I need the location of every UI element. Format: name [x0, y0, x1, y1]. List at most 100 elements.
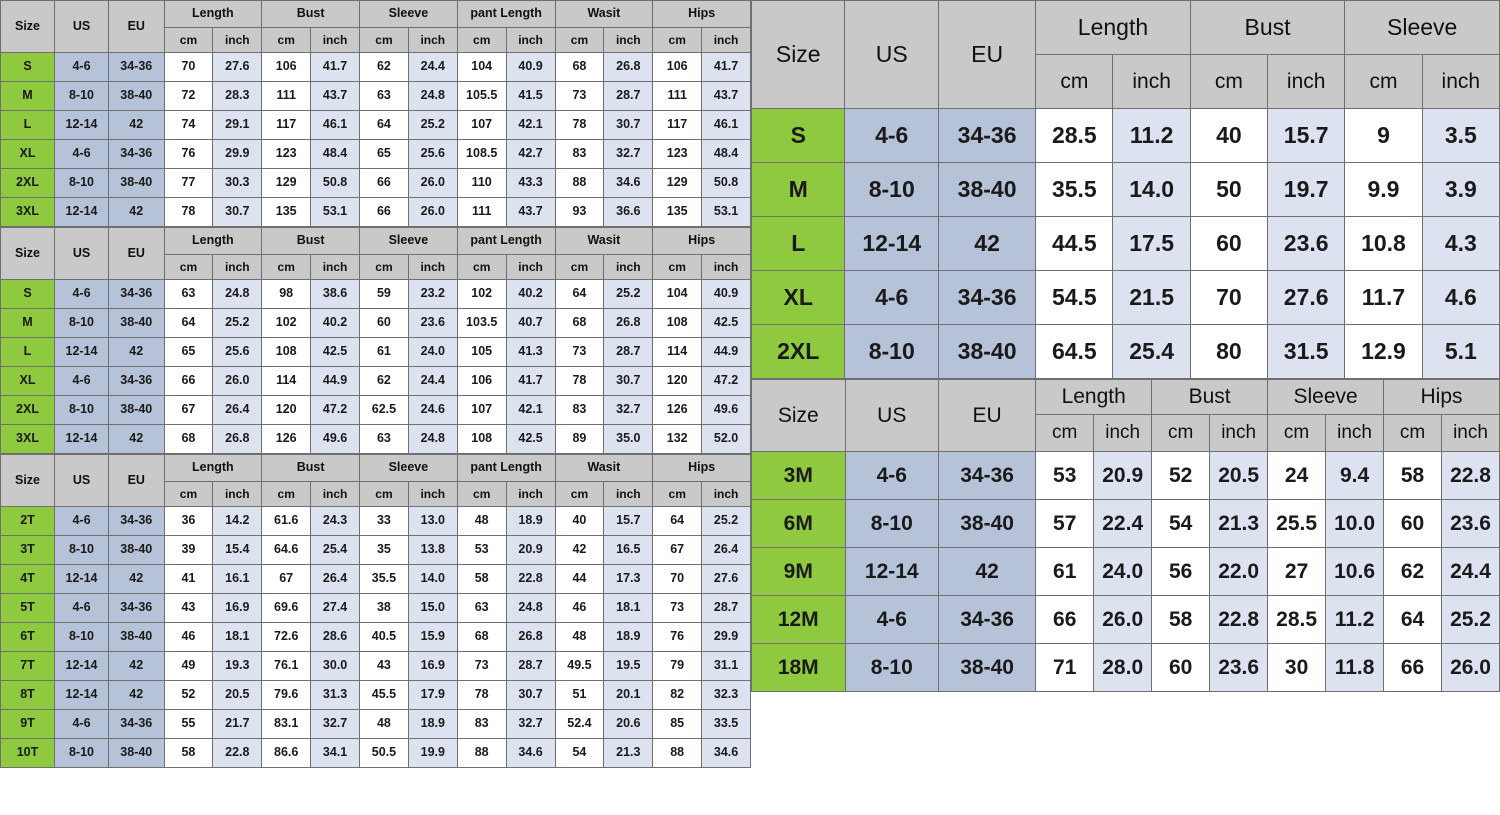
table-row: XL 4-6 34-36 76 29.9 123 48.4 65 25.6 108.5 42.7 83… [0, 139, 751, 169]
header-group-row: Size US EU Length Bust Sleeve pant Length Wasit… [0, 227, 751, 280]
cell-measure-inch-9: 28.7 [603, 81, 654, 111]
table-row: 3M 4-6 34-36 53 20.9 52 20.5 24 9.4 58 22.8 [751, 451, 1500, 500]
cell-measure-inch-3: 31.3 [310, 680, 360, 710]
right-panel: Size US EU Length Bust Sleeve cm inch cm inch cm in… [750, 0, 1500, 692]
cell-eu: 42 [937, 547, 1037, 596]
column-unit-header-6: cm [456, 254, 507, 280]
cell-measure-inch-5: 5.1 [1421, 324, 1500, 379]
column-unit-header-3: inch [1267, 54, 1346, 109]
cell-eu: 42 [108, 424, 165, 454]
table-row: 10T 8-10 38-40 58 22.8 86.6 34.1 50.5 19.9 88 34.6… [0, 738, 751, 768]
cell-measure-inch-5: 14.0 [407, 564, 458, 594]
cell-measure-inch-1: 16.9 [212, 593, 263, 623]
cell-measure-inch-11: 27.6 [701, 564, 751, 594]
cell-measure-inch-1: 29.9 [212, 139, 263, 169]
cell-measure-cm-8: 49.5 [554, 651, 605, 681]
cell-measure-inch-3: 20.5 [1209, 451, 1269, 500]
cell-measure-inch-11: 43.7 [701, 81, 751, 111]
cell-measure-inch-7: 26.0 [1441, 643, 1500, 692]
column-header-size: Size [751, 379, 846, 452]
table-row: 3XL 12-14 42 68 26.8 126 49.6 63 24.8 108 42.5 89 35… [0, 424, 751, 454]
cell-measure-cm-6: 108.5 [456, 139, 507, 169]
cell-size: S [0, 52, 55, 82]
cell-measure-cm-6: 66 [1383, 643, 1443, 692]
cell-measure-cm-8: 78 [554, 366, 605, 396]
cell-measure-inch-5: 13.8 [407, 535, 458, 565]
cell-measure-cm-8: 51 [554, 680, 605, 710]
header-unit-row: cm inch cm inch cm inch cm inch cm inch cm inch [1, 481, 751, 507]
cell-measure-inch-7: 28.7 [505, 651, 556, 681]
column-unit-header-3: inch [310, 481, 360, 507]
cell-measure-cm-2: 108 [261, 337, 312, 367]
column-unit-header-11: inch [701, 481, 751, 507]
cell-measure-inch-5: 26.0 [407, 197, 458, 227]
cell-measure-cm-8: 89 [554, 424, 605, 454]
cell-measure-inch-1: 18.1 [212, 622, 263, 652]
cell-measure-inch-7: 30.7 [505, 680, 556, 710]
cell-measure-inch-5: 13.0 [407, 506, 458, 536]
cell-measure-cm-6: 63 [456, 593, 507, 623]
cell-measure-inch-5: 24.8 [407, 424, 458, 454]
cell-measure-inch-3: 49.6 [310, 424, 360, 454]
cell-measure-cm-2: 54 [1151, 499, 1211, 548]
cell-measure-cm-0: 41 [163, 564, 214, 594]
header-unit-row: cm inch cm inch cm inch cm inch cm inch cm inch [1, 254, 751, 280]
cell-measure-inch-5: 16.9 [407, 651, 458, 681]
table-row: M 8-10 38-40 35.5 14.0 50 19.7 9.9 3.9 [750, 162, 1500, 217]
cell-measure-inch-1: 22.4 [1093, 499, 1153, 548]
column-group-header-1: Bust [1151, 379, 1269, 415]
cell-eu: 42 [108, 197, 165, 227]
table-row: 9T 4-6 34-36 55 21.7 83.1 32.7 48 18.9 83 32.7 52.4… [0, 709, 751, 739]
cell-measure-cm-2: 114 [261, 366, 312, 396]
column-unit-header-9: inch [603, 27, 654, 53]
column-group-header-4: Wasit [554, 0, 654, 28]
column-unit-header-4: cm [1344, 54, 1423, 109]
table-row: 9M 12-14 42 61 24.0 56 22.0 27 10.6 62 24.4 [751, 547, 1500, 596]
cell-size: 8T [0, 680, 55, 710]
cell-measure-cm-6: 88 [456, 738, 507, 768]
cell-measure-cm-4: 11.7 [1344, 270, 1423, 325]
column-header-size: Size [0, 454, 55, 507]
cell-measure-inch-1: 25.2 [212, 308, 263, 338]
column-group-header-2: Sleeve [359, 0, 458, 28]
column-group-header-5: Hips [652, 227, 751, 255]
cell-eu: 42 [937, 216, 1037, 271]
table-row: 7T 12-14 42 49 19.3 76.1 30.0 43 16.9 73 28.7 49.5 1… [0, 651, 751, 681]
cell-measure-cm-0: 77 [163, 168, 214, 198]
cell-us: 12-14 [54, 197, 109, 227]
table-row: 2T 4-6 34-36 36 14.2 61.6 24.3 33 13.0 48 18.9 40 15… [0, 506, 751, 536]
cell-measure-cm-8: 42 [554, 535, 605, 565]
column-group-header-2: Sleeve [359, 454, 458, 482]
cell-measure-inch-3: 44.9 [310, 366, 360, 396]
cell-measure-inch-3: 15.7 [1267, 108, 1346, 163]
column-unit-header-5: inch [1421, 54, 1500, 109]
column-unit-header-10: cm [652, 481, 703, 507]
cell-measure-cm-10: 106 [652, 52, 703, 82]
cell-measure-cm-8: 52.4 [554, 709, 605, 739]
cell-measure-inch-9: 35.0 [603, 424, 654, 454]
cell-measure-cm-6: 107 [456, 395, 507, 425]
cell-measure-inch-5: 19.9 [407, 738, 458, 768]
cell-measure-inch-3: 21.3 [1209, 499, 1269, 548]
cell-measure-cm-6: 110 [456, 168, 507, 198]
cell-eu: 34-36 [108, 709, 165, 739]
cell-size: 10T [0, 738, 55, 768]
cell-size: 18M [751, 643, 846, 692]
cell-measure-cm-10: 104 [652, 279, 703, 309]
cell-us: 8-10 [844, 324, 939, 379]
column-unit-header-1: inch [212, 481, 263, 507]
cell-measure-cm-6: 108 [456, 424, 507, 454]
column-group-header-1: Bust [1189, 0, 1346, 55]
cell-measure-inch-9: 25.2 [603, 279, 654, 309]
column-group-header-3: pant Length [456, 0, 556, 28]
cell-measure-inch-1: 14.0 [1112, 162, 1191, 217]
cell-measure-cm-10: 126 [652, 395, 703, 425]
cell-measure-inch-11: 52.0 [701, 424, 751, 454]
cell-measure-cm-10: 108 [652, 308, 703, 338]
cell-measure-cm-2: 80 [1189, 324, 1269, 379]
cell-measure-cm-4: 28.5 [1267, 595, 1327, 644]
cell-measure-cm-2: 98 [261, 279, 312, 309]
header-unit-row: cm inch cm inch cm inch [752, 54, 1500, 109]
column-header-us: US [54, 454, 109, 507]
cell-measure-cm-0: 64.5 [1035, 324, 1114, 379]
